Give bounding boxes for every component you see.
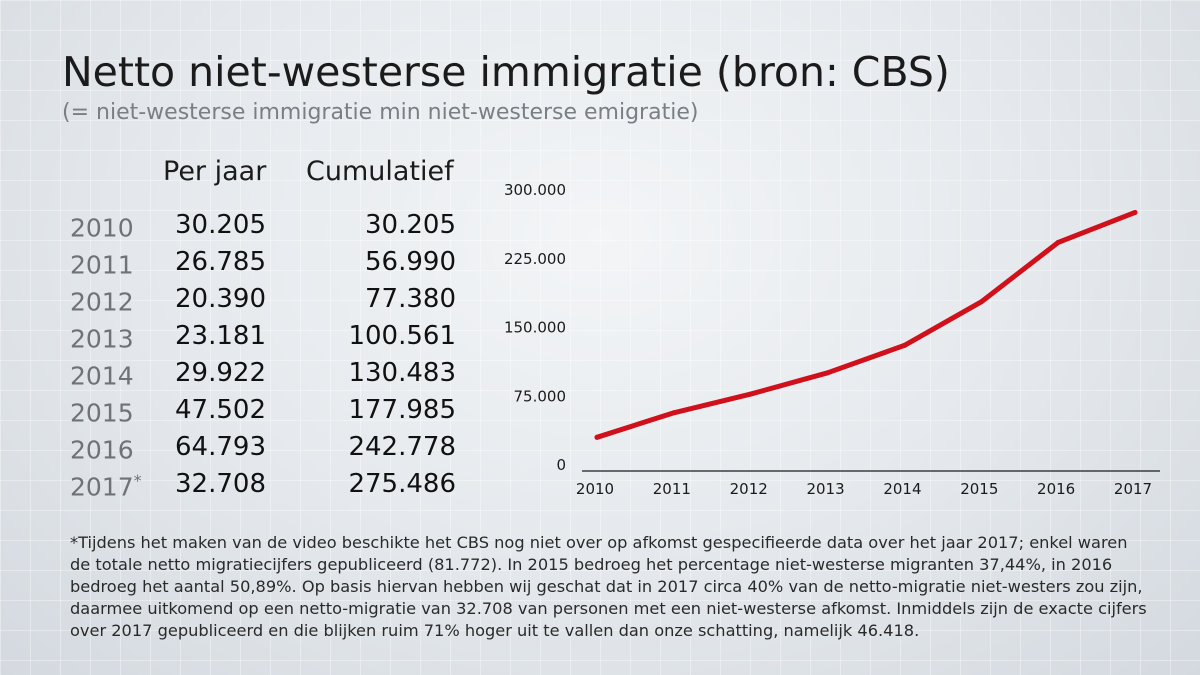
table-row: 2012 20.390 77.380: [60, 284, 480, 321]
row-cumulatief: 242.778: [348, 432, 456, 462]
row-year: 2014: [70, 361, 134, 391]
x-tick-label: 2011: [653, 480, 691, 498]
table-row: 2013 23.181 100.561: [60, 321, 480, 358]
y-tick-label: 150.000: [504, 319, 566, 337]
y-tick-label: 300.000: [504, 181, 566, 199]
x-tick-label: 2014: [883, 480, 921, 498]
data-point: [978, 299, 984, 305]
row-year: 2011: [70, 250, 134, 280]
y-tick-label: 225.000: [504, 250, 566, 268]
row-per-jaar: 30.205: [175, 210, 266, 240]
data-point: [1055, 239, 1061, 245]
table-row: 2016 64.793 242.778: [60, 432, 480, 469]
row-per-jaar: 26.785: [175, 247, 266, 277]
series-points: [594, 209, 1138, 440]
row-year: 2013: [70, 324, 134, 354]
x-tick-label: 2010: [576, 480, 614, 498]
row-per-jaar: 29.922: [175, 358, 266, 388]
row-year: 2017*: [70, 471, 142, 502]
x-tick-label: 2012: [730, 480, 768, 498]
data-point: [1132, 209, 1138, 215]
footnote: *Tijdens het maken van de video beschikt…: [70, 533, 1147, 640]
row-year: 2010: [70, 213, 134, 243]
data-point: [901, 342, 907, 348]
x-tick-label: 2015: [960, 480, 998, 498]
row-cumulatief: 275.486: [348, 469, 456, 499]
x-tick-label: 2017: [1114, 480, 1152, 498]
y-tick-label: 75.000: [514, 387, 567, 405]
column-header-per-jaar: Per jaar: [163, 156, 267, 187]
row-per-jaar: 64.793: [175, 432, 266, 462]
data-point: [671, 410, 677, 416]
y-axis-ticks: 0 75.000 150.000 225.000 300.000: [504, 181, 566, 474]
data-point: [594, 434, 600, 440]
row-year: 2016: [70, 435, 134, 465]
table-row: 2014 29.922 130.483: [60, 358, 480, 395]
row-per-jaar: 23.181: [175, 321, 266, 351]
page-title: Netto niet-westerse immigratie (bron: CB…: [62, 48, 950, 96]
row-year: 2015: [70, 398, 134, 428]
row-per-jaar: 20.390: [175, 284, 266, 314]
row-cumulatief: 30.205: [365, 210, 456, 240]
table-row: 2011 26.785 56.990: [60, 247, 480, 284]
series-line: [594, 209, 1138, 440]
row-cumulatief: 130.483: [348, 358, 456, 388]
table-row: 2017* 32.708 275.486: [60, 469, 480, 506]
x-axis-ticks: 2010 2011 2012 2013 2014 2015 2016 2017: [576, 480, 1152, 498]
table-row: 2015 47.502 177.985: [60, 395, 480, 432]
row-per-jaar: 47.502: [175, 395, 266, 425]
column-header-cumulatief: Cumulatief: [306, 156, 454, 187]
x-tick-label: 2013: [806, 480, 844, 498]
page-subtitle: (= niet-westerse immigratie min niet-wes…: [62, 100, 699, 125]
row-cumulatief: 77.380: [365, 284, 456, 314]
data-table: 2010 30.205 30.205 2011 26.785 56.990 20…: [60, 210, 480, 506]
row-cumulatief: 177.985: [348, 395, 456, 425]
table-row: 2010 30.205 30.205: [60, 210, 480, 247]
x-tick-label: 2016: [1037, 480, 1075, 498]
row-per-jaar: 32.708: [175, 469, 266, 499]
data-point: [748, 391, 754, 397]
row-year: 2012: [70, 287, 134, 317]
data-point: [825, 370, 831, 376]
y-tick-label: 0: [556, 456, 566, 474]
row-cumulatief: 100.561: [348, 321, 456, 351]
row-cumulatief: 56.990: [365, 247, 456, 277]
